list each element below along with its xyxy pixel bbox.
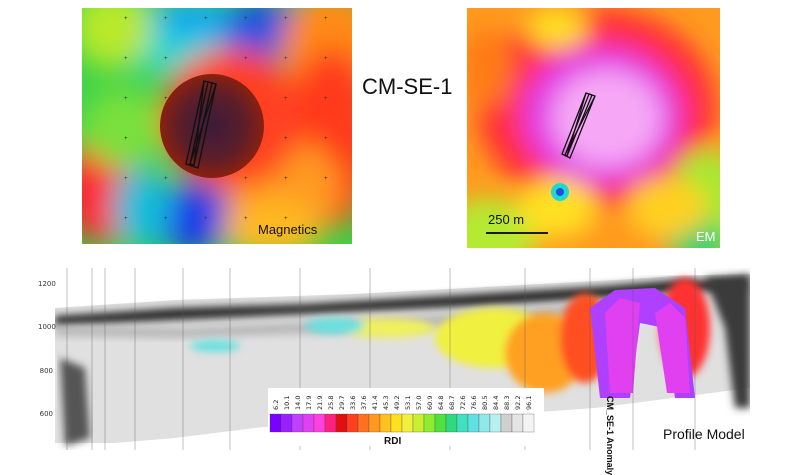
rdi-value-label: 76.6 bbox=[470, 395, 478, 410]
rdi-value-label: 17.9 bbox=[305, 395, 313, 410]
rdi-swatch bbox=[456, 413, 469, 433]
rdi-swatch bbox=[478, 413, 491, 433]
rdi-swatch bbox=[324, 413, 337, 433]
rdi-swatch bbox=[434, 413, 447, 433]
rdi-swatch bbox=[335, 413, 348, 433]
rdi-swatch bbox=[511, 413, 524, 433]
rdi-colorbar-swatches bbox=[269, 413, 535, 433]
svg-text:+: + bbox=[244, 16, 248, 22]
rdi-swatch bbox=[522, 413, 535, 433]
rdi-value-label: 60.9 bbox=[426, 395, 434, 410]
svg-text:+: + bbox=[124, 56, 128, 62]
rdi-swatch bbox=[390, 413, 403, 433]
rdi-swatch bbox=[313, 413, 326, 433]
rdi-swatch bbox=[280, 413, 293, 433]
elevation-tick: 600 bbox=[39, 410, 53, 418]
svg-text:+: + bbox=[324, 16, 328, 22]
rdi-value-label: 68.7 bbox=[448, 395, 456, 410]
svg-text:+: + bbox=[124, 96, 128, 102]
svg-text:+: + bbox=[124, 136, 128, 142]
svg-text:+: + bbox=[164, 56, 168, 62]
rdi-value-label: 14.0 bbox=[294, 395, 302, 410]
rdi-value-label: 41.4 bbox=[371, 395, 379, 410]
svg-text:+: + bbox=[284, 176, 288, 182]
scale-bar bbox=[486, 232, 548, 234]
svg-text:+: + bbox=[284, 16, 288, 22]
rdi-value-label: 33.6 bbox=[349, 395, 357, 410]
drill-target-outline bbox=[561, 92, 596, 159]
svg-text:+: + bbox=[284, 136, 288, 142]
rdi-value-label: 10.1 bbox=[283, 395, 291, 410]
rdi-value-label: 88.3 bbox=[503, 395, 511, 410]
rdi-colorbar: 6.2 10.1 14.0 17.9 21.9 25.8 29.7 33.6 37.6 41.4 4… bbox=[268, 388, 544, 446]
rdi-swatch bbox=[357, 413, 370, 433]
rdi-label: RDI bbox=[384, 436, 402, 447]
rdi-swatch bbox=[500, 413, 513, 433]
rdi-swatch bbox=[346, 413, 359, 433]
svg-text:+: + bbox=[324, 56, 328, 62]
svg-text:+: + bbox=[164, 216, 168, 222]
svg-text:+: + bbox=[164, 16, 168, 22]
rdi-swatch bbox=[368, 413, 381, 433]
rdi-swatch bbox=[445, 413, 458, 433]
rdi-value-label: 45.3 bbox=[382, 395, 390, 410]
svg-text:+: + bbox=[244, 56, 248, 62]
rdi-value-label: 84.4 bbox=[492, 395, 500, 410]
svg-text:+: + bbox=[324, 176, 328, 182]
rdi-value-label: 25.8 bbox=[327, 395, 335, 410]
elevation-tick: 1000 bbox=[38, 323, 56, 331]
svg-text:+: + bbox=[284, 96, 288, 102]
svg-text:+: + bbox=[124, 216, 128, 222]
rdi-value-label: 92.2 bbox=[514, 395, 522, 410]
svg-text:+: + bbox=[124, 16, 128, 22]
rdi-swatch bbox=[489, 413, 502, 433]
rdi-swatch bbox=[423, 413, 436, 433]
rdi-value-label: 64.8 bbox=[437, 395, 445, 410]
rdi-swatch bbox=[302, 413, 315, 433]
page-title: CM-SE-1 bbox=[362, 74, 453, 99]
rdi-value-label: 29.7 bbox=[338, 395, 346, 410]
svg-text:+: + bbox=[244, 216, 248, 222]
rdi-swatch bbox=[379, 413, 392, 433]
rdi-value-label: 57.0 bbox=[415, 395, 423, 410]
elevation-tick: 1200 bbox=[38, 280, 56, 288]
svg-text:+: + bbox=[284, 56, 288, 62]
rdi-swatch bbox=[412, 413, 425, 433]
rdi-value-label: 53.1 bbox=[404, 395, 412, 410]
rdi-value-label: 80.5 bbox=[481, 395, 489, 410]
svg-text:+: + bbox=[204, 216, 208, 222]
rdi-swatch bbox=[401, 413, 414, 433]
profile-model bbox=[55, 268, 750, 450]
svg-text:+: + bbox=[164, 96, 168, 102]
rdi-value-label: 6.2 bbox=[272, 399, 280, 410]
svg-text:+: + bbox=[324, 136, 328, 142]
rdi-value-label: 49.2 bbox=[393, 395, 401, 410]
elevation-tick: 800 bbox=[39, 367, 53, 375]
rdi-swatch bbox=[269, 413, 282, 433]
em-map bbox=[467, 8, 720, 248]
svg-text:+: + bbox=[324, 96, 328, 102]
rdi-swatch bbox=[467, 413, 480, 433]
anomaly-label: CM_SE-1 Anomaly bbox=[605, 396, 615, 475]
rdi-value-label: 21.9 bbox=[316, 395, 324, 410]
profile-model-label: Profile Model bbox=[663, 426, 745, 442]
rdi-value-label: 72.6 bbox=[459, 395, 467, 410]
em-label: EM bbox=[696, 229, 716, 244]
svg-text:+: + bbox=[164, 176, 168, 182]
rdi-value-label: 96.1 bbox=[525, 395, 533, 410]
svg-text:+: + bbox=[204, 16, 208, 22]
magnetics-label: Magnetics bbox=[258, 222, 318, 237]
rdi-swatch bbox=[291, 413, 304, 433]
svg-text:+: + bbox=[284, 216, 288, 222]
scale-label: 250 m bbox=[488, 212, 525, 227]
svg-text:+: + bbox=[124, 176, 128, 182]
drill-target-outline bbox=[185, 80, 217, 169]
magnetics-map: + + + + + + + + + + + + + + + + + + + + + + + + + + + + bbox=[82, 8, 352, 244]
svg-text:+: + bbox=[244, 176, 248, 182]
rdi-value-label: 37.6 bbox=[360, 395, 368, 410]
magnetic-anomaly bbox=[160, 74, 264, 178]
